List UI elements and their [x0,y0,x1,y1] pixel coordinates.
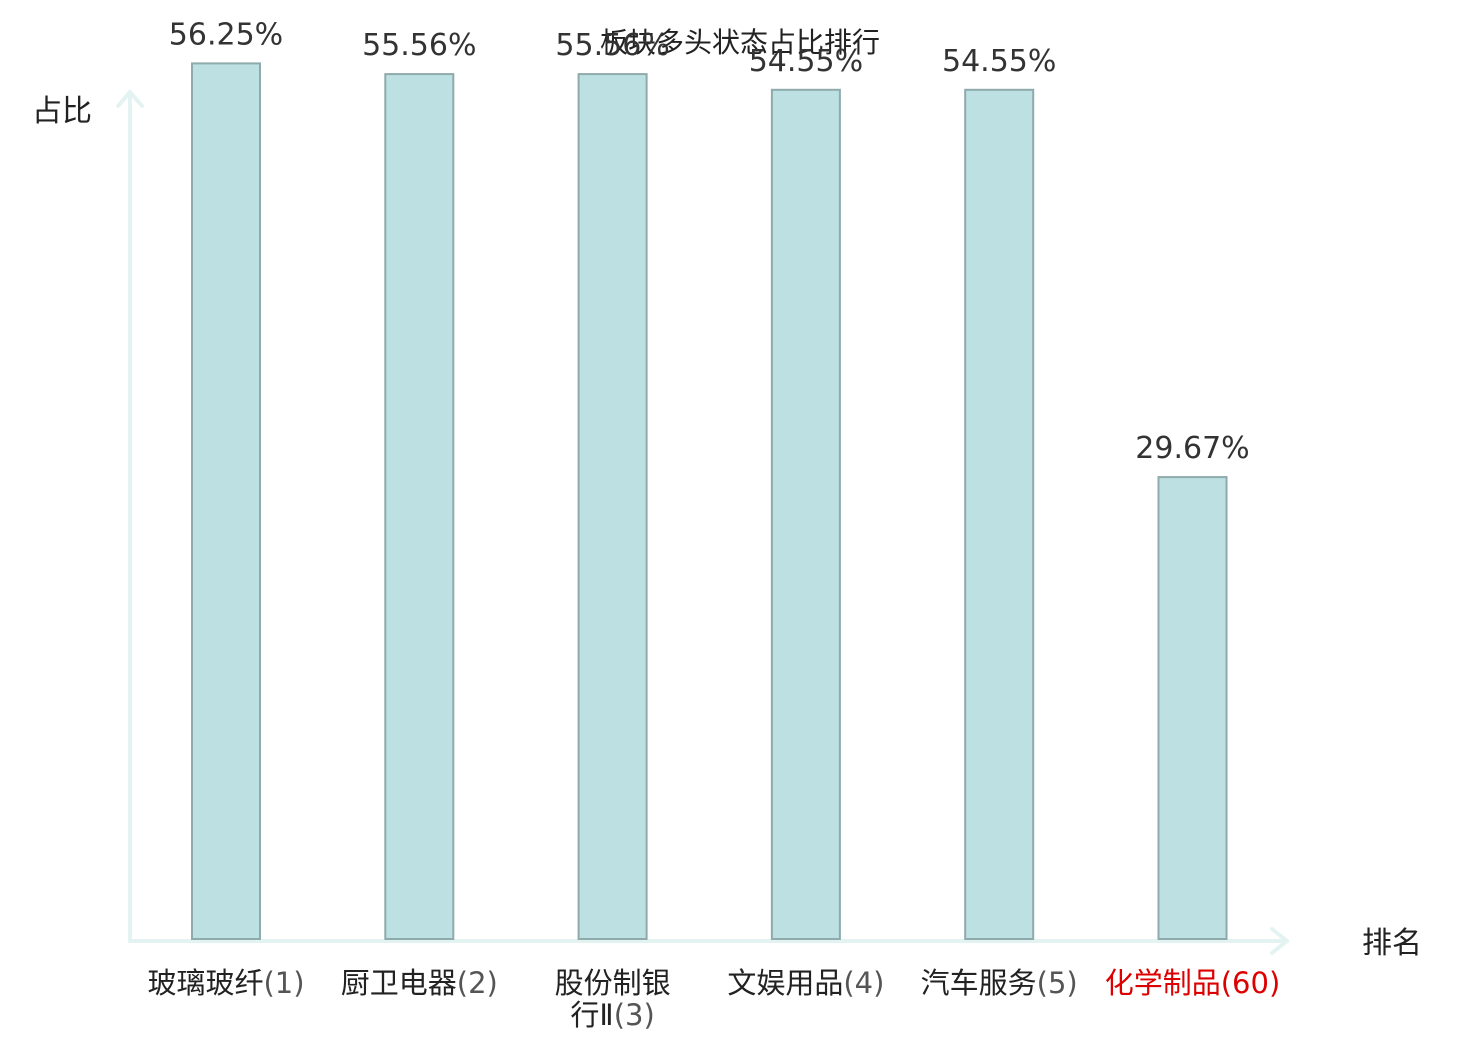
data-label: 56.25% [169,17,283,52]
category-rank: (5) [1037,966,1078,1000]
data-label: 55.56% [555,28,669,63]
bar [1157,476,1228,940]
category-name: 玻璃玻纤 [147,966,263,1000]
category-name: 汽车服务 [921,966,1037,1000]
category-label: 文娱用品(4) [727,966,884,1000]
category-rank: (60) [1221,966,1281,1000]
category-label: 股份制银行Ⅱ(3) [555,966,671,1032]
y-axis-arrow [116,90,144,108]
category-name: 化学制品 [1105,966,1221,1000]
category-name: 文娱用品 [727,966,843,1000]
category-rank: (4) [843,966,884,1000]
bars-group [191,62,1228,941]
category-labels-group: 玻璃玻纤(1) 厨卫电器(2) 股份制银行Ⅱ(3) 文娱用品(4) 汽车服务(5) 化学制… [147,966,1280,1032]
x-axis-label: 排名 [1362,926,1422,961]
data-label: 54.55% [749,44,863,79]
category-label: 化学制品(60) [1105,966,1281,1000]
category-rank: (1) [263,966,304,1000]
bar [770,88,841,941]
category-name: 行Ⅱ [570,998,613,1032]
category-name: 股份制银 [555,966,671,1000]
y-axis-label: 占比 [32,94,92,129]
data-label: 29.67% [1135,431,1249,466]
category-label: 汽车服务(5) [921,966,1078,1000]
bar [964,88,1035,941]
data-label: 55.56% [362,28,476,63]
bar [191,62,261,940]
category-name: 厨卫电器 [341,966,457,1000]
x-axis-arrow [1270,927,1289,955]
bar [384,73,455,941]
category-label: 厨卫电器(2) [341,966,498,1000]
category-rank: (3) [614,998,655,1032]
category-rank: (2) [457,966,498,1000]
category-label: 玻璃玻纤(1) [147,966,304,1000]
bar [577,73,648,941]
value-labels-group: 56.25% 55.56% 55.56% 54.55% 54.55% 29.67% [169,17,1250,466]
chart-title: 板块多头状态占比排行 [600,26,880,59]
data-label: 54.55% [942,44,1056,79]
